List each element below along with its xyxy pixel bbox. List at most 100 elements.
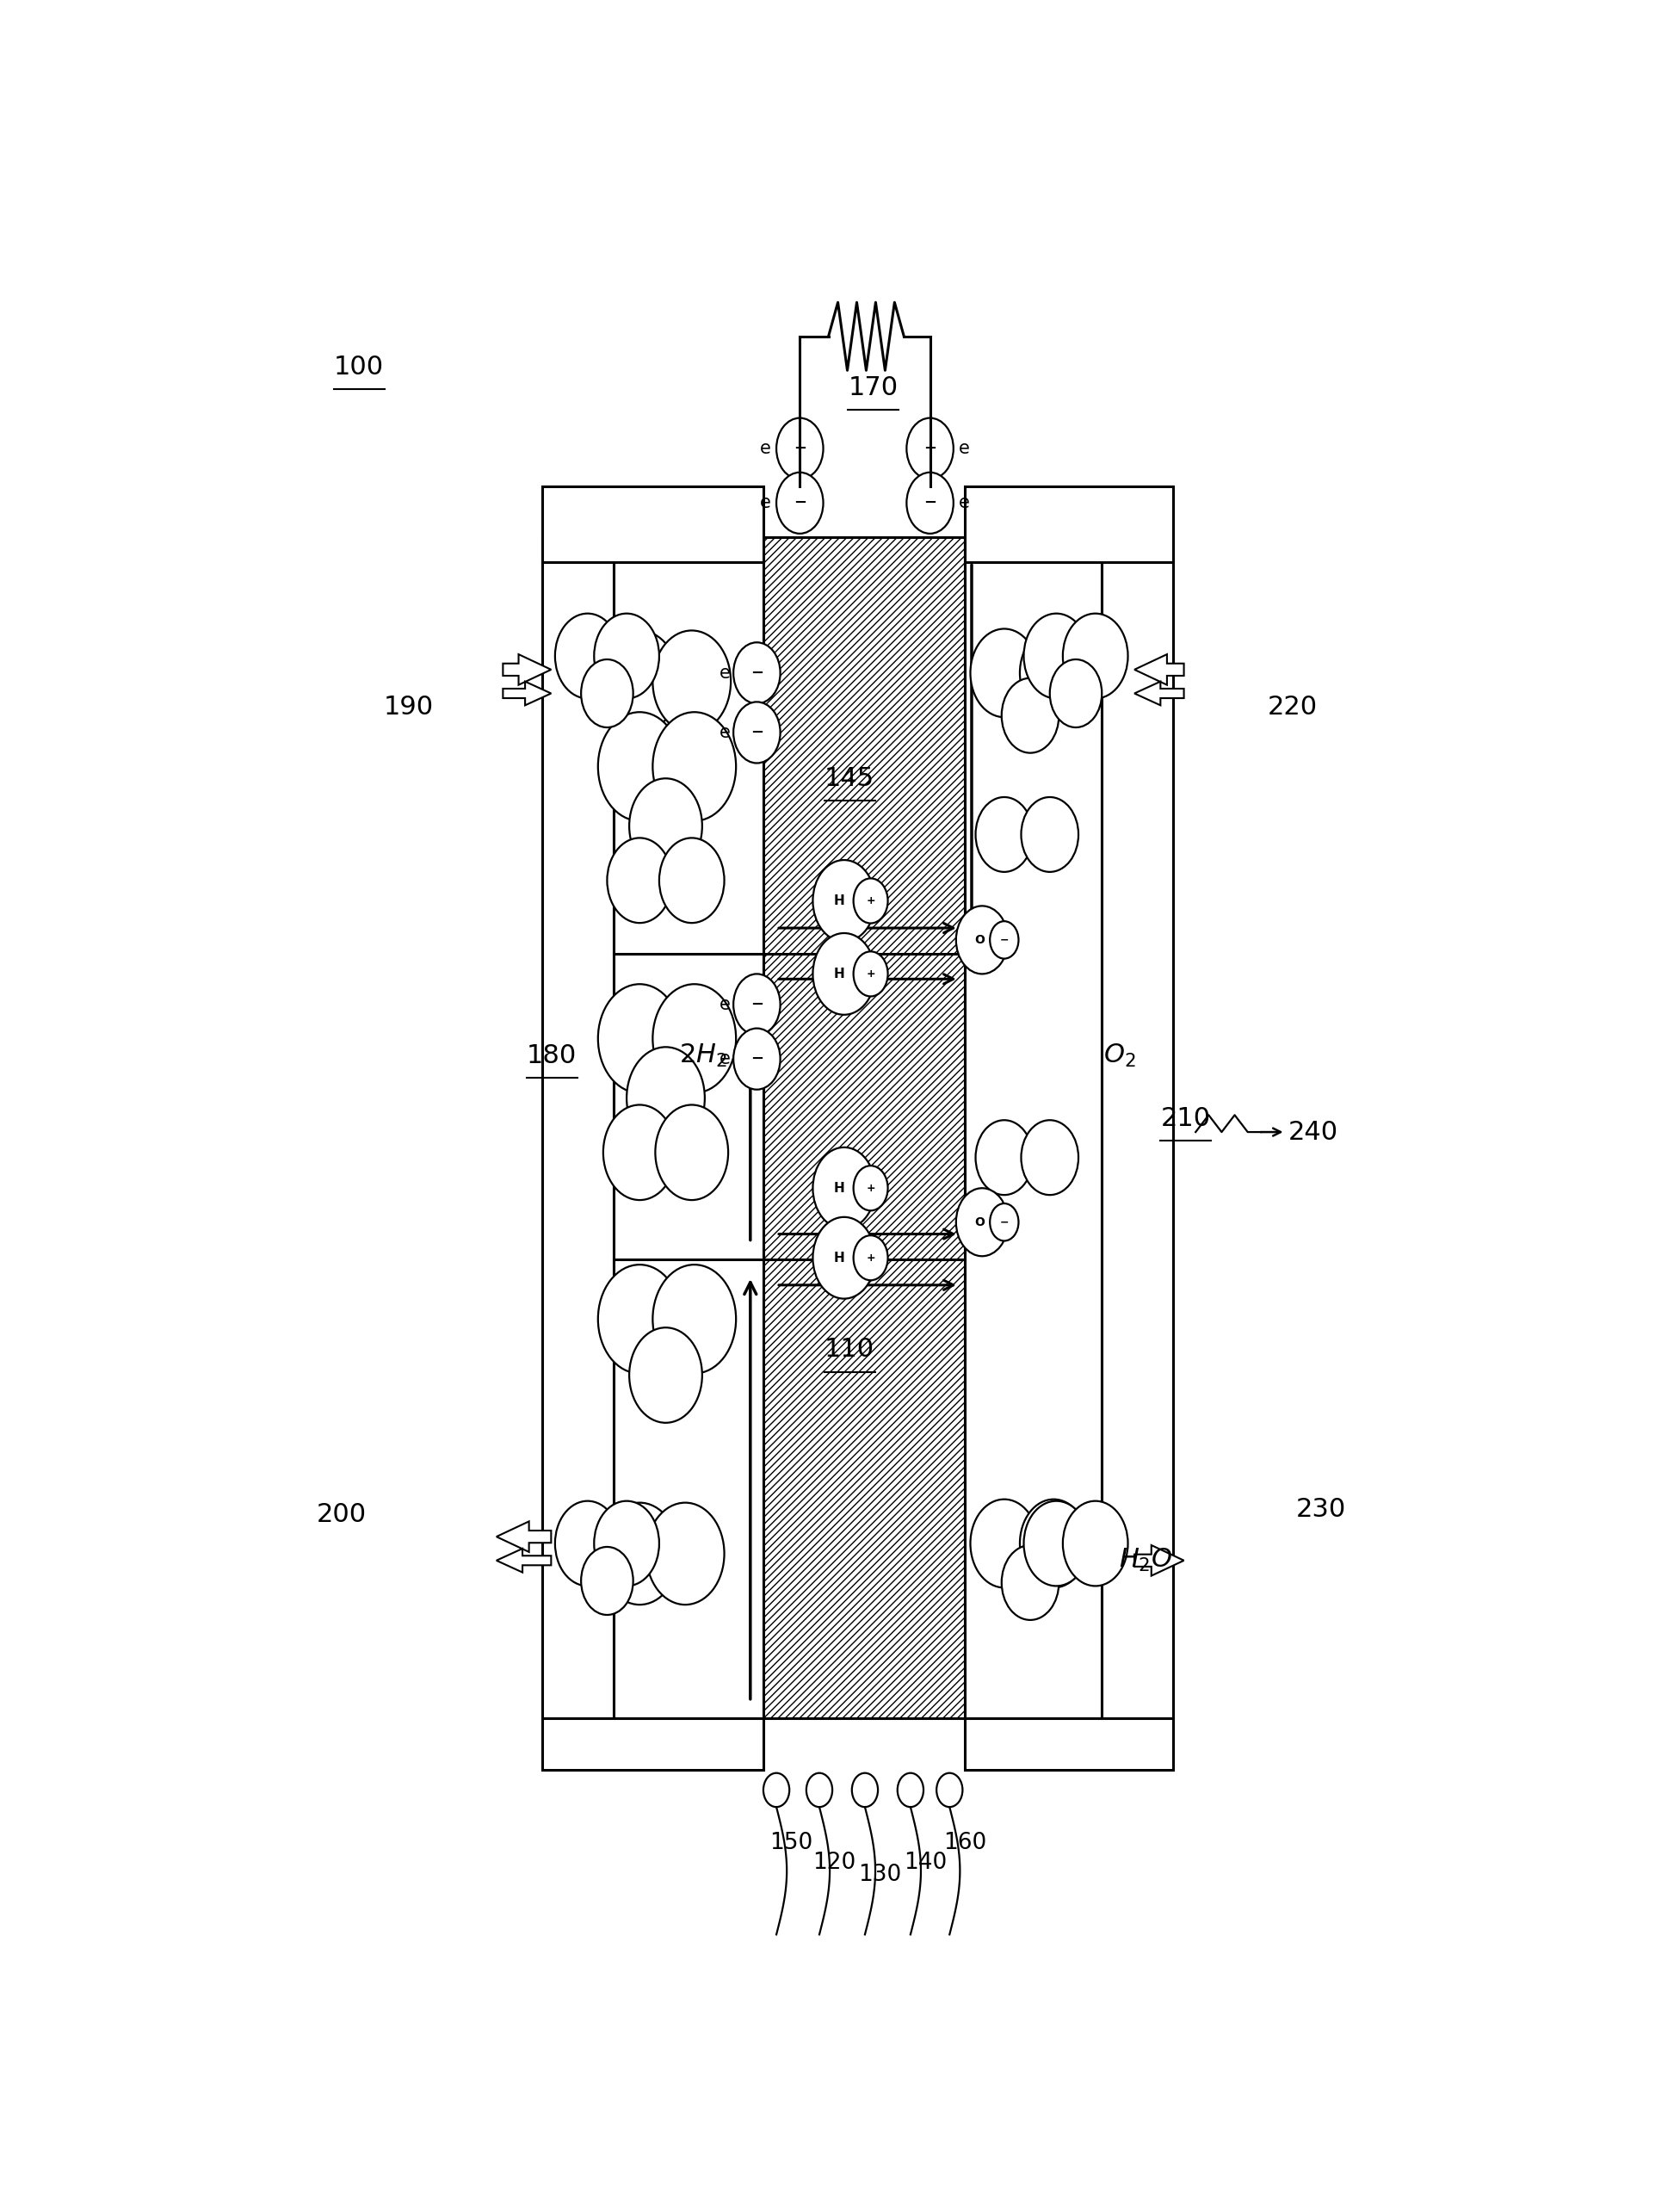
Circle shape [627,1047,706,1148]
FancyArrow shape [1134,1546,1184,1577]
Text: O: O [974,934,984,945]
Text: 220: 220 [1267,696,1317,720]
Circle shape [813,1217,875,1298]
Circle shape [1023,614,1089,698]
Circle shape [1001,1546,1058,1621]
Text: H: H [833,1181,845,1195]
Text: 200: 200 [318,1501,366,1528]
Bar [613,537,763,1718]
Text: $2H_2$: $2H_2$ [679,1042,727,1069]
Circle shape [581,660,633,726]
FancyArrow shape [502,682,551,704]
Circle shape [630,1327,702,1422]
Circle shape [936,1773,963,1806]
Circle shape [776,473,823,534]
Circle shape [1021,797,1079,872]
Text: $H_2O$: $H_2O$ [1119,1548,1173,1574]
Circle shape [601,631,679,733]
Circle shape [595,1501,659,1585]
Circle shape [813,861,875,941]
Circle shape [601,1504,679,1605]
Bar [964,1718,1173,1769]
Circle shape [971,1499,1038,1588]
Text: +: + [867,1183,875,1195]
Circle shape [776,417,823,479]
Circle shape [956,1188,1008,1256]
Text: −: − [924,442,936,457]
Text: 145: 145 [825,766,875,790]
Circle shape [647,1504,724,1605]
Circle shape [1023,1501,1089,1585]
Circle shape [734,702,780,764]
Text: H: H [833,967,845,980]
Circle shape [1001,678,1058,753]
Circle shape [606,837,672,923]
Text: e: e [719,665,731,682]
Circle shape [598,713,682,821]
Text: 110: 110 [825,1338,875,1362]
Circle shape [853,879,887,923]
Text: e: e [959,495,969,512]
Bar [964,486,1173,563]
Text: O: O [974,1217,984,1228]
Text: −: − [751,724,763,740]
Text: H: H [833,1252,845,1265]
Text: −: − [793,495,806,510]
Text: H: H [833,894,845,907]
Circle shape [655,1104,727,1201]
Circle shape [598,985,682,1093]
Bar [543,537,613,1718]
Circle shape [956,905,1008,974]
Circle shape [897,1773,924,1806]
Text: 150: 150 [769,1830,813,1855]
Text: e: e [719,996,731,1013]
Circle shape [976,1119,1033,1195]
Bar [763,537,964,1718]
Text: −: − [1000,934,1008,945]
Text: e: e [759,439,771,457]
Circle shape [990,1203,1018,1241]
Text: −: − [751,665,763,680]
Circle shape [581,1548,633,1614]
Bar [964,537,1102,1718]
Text: 170: 170 [848,375,899,400]
Text: +: + [867,894,875,907]
Circle shape [659,837,724,923]
Text: 240: 240 [1289,1119,1337,1144]
Text: −: − [1000,1217,1008,1228]
FancyArrow shape [1134,654,1184,684]
Circle shape [853,1236,887,1281]
Text: 160: 160 [942,1830,986,1855]
Text: e: e [719,1051,731,1066]
Text: $O_2$: $O_2$ [1104,1042,1136,1069]
Circle shape [554,614,620,698]
FancyArrow shape [497,1548,551,1572]
Circle shape [1063,614,1127,698]
Text: 230: 230 [1295,1497,1346,1521]
Circle shape [976,797,1033,872]
Text: −: − [751,996,763,1011]
Circle shape [554,1501,620,1585]
Circle shape [813,934,875,1016]
Text: 100: 100 [334,355,383,380]
Circle shape [652,985,736,1093]
Circle shape [853,1166,887,1210]
Text: 180: 180 [526,1042,576,1069]
Text: −: − [924,495,936,510]
Circle shape [907,417,954,479]
Circle shape [734,643,780,704]
Circle shape [603,1104,675,1201]
Circle shape [907,473,954,534]
Circle shape [990,921,1018,958]
Text: 190: 190 [383,696,433,720]
Circle shape [1050,660,1102,726]
Circle shape [652,631,731,733]
Circle shape [734,974,780,1036]
Circle shape [852,1773,879,1806]
Circle shape [630,779,702,874]
Text: 120: 120 [813,1853,857,1875]
Text: e: e [959,439,969,457]
Text: −: − [751,1051,763,1066]
Circle shape [1020,1499,1087,1588]
Text: 130: 130 [858,1864,902,1886]
